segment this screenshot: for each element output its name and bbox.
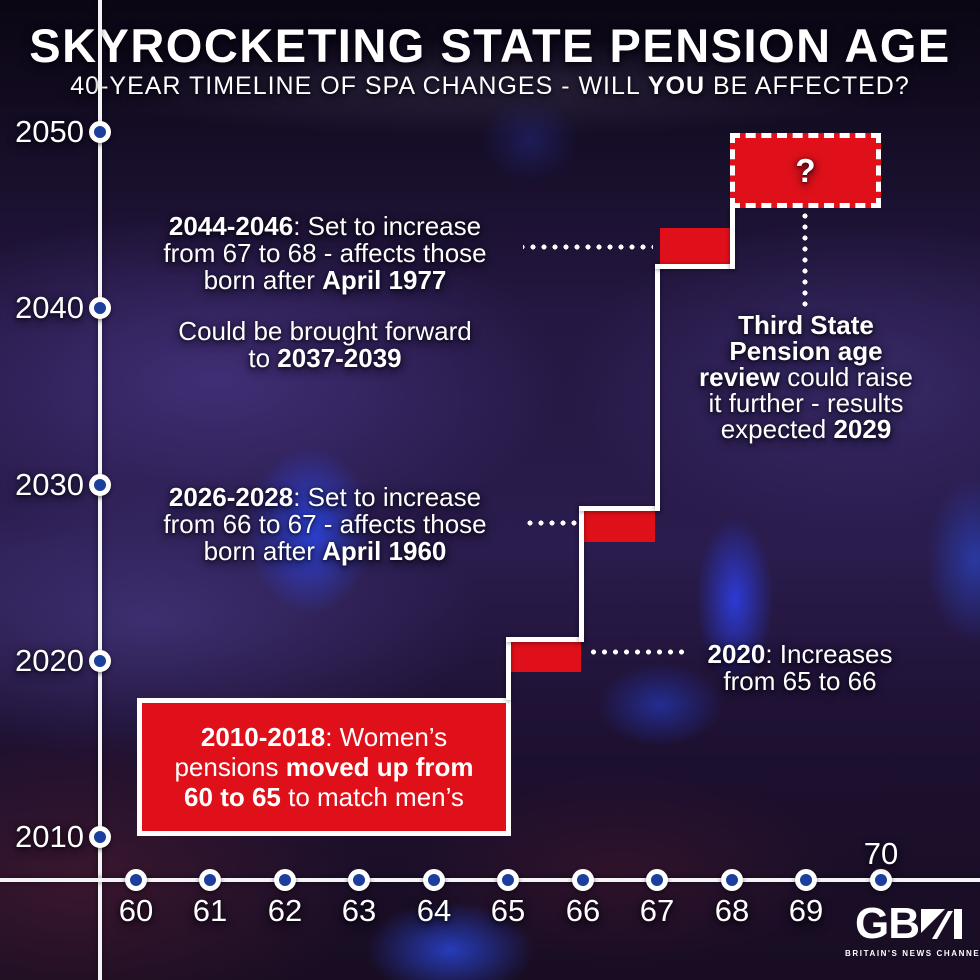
x-label-61: 61: [192, 893, 228, 928]
annotation-2044-2046: 2044-2046: Set to increase from 67 to 68…: [105, 213, 545, 372]
x-label-65: 65: [490, 893, 526, 928]
gbn-logo-n-icon: [921, 909, 962, 939]
connector-2026-dotted-line: [523, 520, 581, 526]
page-title: SKYROCKETING STATE PENSION AGE: [29, 19, 951, 72]
connector-2020-dotted-line: [586, 649, 689, 655]
x-label-63: 63: [341, 893, 377, 928]
x-label-60: 60: [118, 893, 154, 928]
x-tick-63: [348, 869, 370, 891]
x-tick-68: [721, 869, 743, 891]
gbn-logo: GB BRITAIN'S NEWS CHANNEL: [845, 902, 980, 959]
y-label-2010: 2010: [15, 819, 84, 854]
x-tick-67: [646, 869, 668, 891]
y-label-2020: 2020: [15, 643, 84, 678]
gbn-logo-gb-text: GB: [855, 899, 920, 948]
question-mark-label: ?: [795, 151, 816, 189]
step-tread-2020: [506, 637, 584, 642]
step-box-2020: [511, 642, 581, 672]
y-tick-2020: [89, 650, 111, 672]
step-riser-68: [730, 205, 735, 269]
x-tick-61: [199, 869, 221, 891]
x-tick-70: [870, 869, 892, 891]
y-tick-2010: [89, 826, 111, 848]
x-label-66: 66: [565, 893, 601, 928]
connector-review-dotted-line: [802, 212, 808, 308]
step-riser-65: [506, 637, 511, 700]
y-tick-2040: [89, 297, 111, 319]
page-subtitle: 40-YEAR TIMELINE OF SPA CHANGES - WILL Y…: [0, 72, 980, 101]
y-tick-2030: [89, 474, 111, 496]
x-label-64: 64: [416, 893, 452, 928]
annotation-2026-2028: 2026-2028: Set to increase from 66 to 67…: [163, 482, 487, 566]
x-axis-line: [0, 878, 980, 882]
x-tick-65: [497, 869, 519, 891]
x-tick-64: [423, 869, 445, 891]
x-tick-69: [795, 869, 817, 891]
connector-2044-dotted-line: [523, 244, 653, 250]
annotation-2020: 2020: Increases from 65 to 66: [707, 639, 893, 696]
x-label-62: 62: [267, 893, 303, 928]
x-tick-66: [572, 869, 594, 891]
x-tick-60: [125, 869, 147, 891]
x-label-67: 67: [639, 893, 675, 928]
step-box-2044-2046: [660, 228, 730, 264]
subtitle-you-bold: YOU: [647, 72, 706, 100]
annotation-third-review: Third State Pension age review could rai…: [699, 310, 913, 444]
step-riser-67: [655, 264, 660, 511]
x-label-69: 69: [788, 893, 824, 928]
y-tick-2050: [89, 121, 111, 143]
gbn-logo-tagline: BRITAIN'S NEWS CHANNEL: [845, 949, 980, 958]
box-2010-text: 2010-2018: Women’s pensions moved up fro…: [174, 722, 474, 812]
future-increase-dashed-box: ?: [730, 133, 881, 208]
x-label-70: 70: [863, 836, 899, 871]
step-tread-2045: [655, 264, 735, 269]
step-riser-66: [579, 506, 584, 642]
x-label-68: 68: [714, 893, 750, 928]
y-label-2040: 2040: [15, 290, 84, 325]
step-box-2026-2028: [584, 511, 655, 542]
annotation-2044-main: 2044-2046: Set to increase from 67 to 68…: [163, 211, 487, 295]
subtitle-text: 40-YEAR TIMELINE OF SPA CHANGES - WILL: [70, 72, 648, 100]
annotation-2044-forward: Could be brought forward to 2037-2039: [178, 316, 472, 373]
step-box-2010-2018: 2010-2018: Women’s pensions moved up fro…: [137, 698, 511, 836]
x-tick-62: [274, 869, 296, 891]
y-label-2030: 2030: [15, 467, 84, 502]
subtitle-text-end: BE AFFECTED?: [705, 72, 910, 100]
y-label-2050: 2050: [15, 114, 84, 149]
step-tread-2027: [579, 506, 660, 511]
gbn-logo-row: GB: [845, 902, 973, 946]
